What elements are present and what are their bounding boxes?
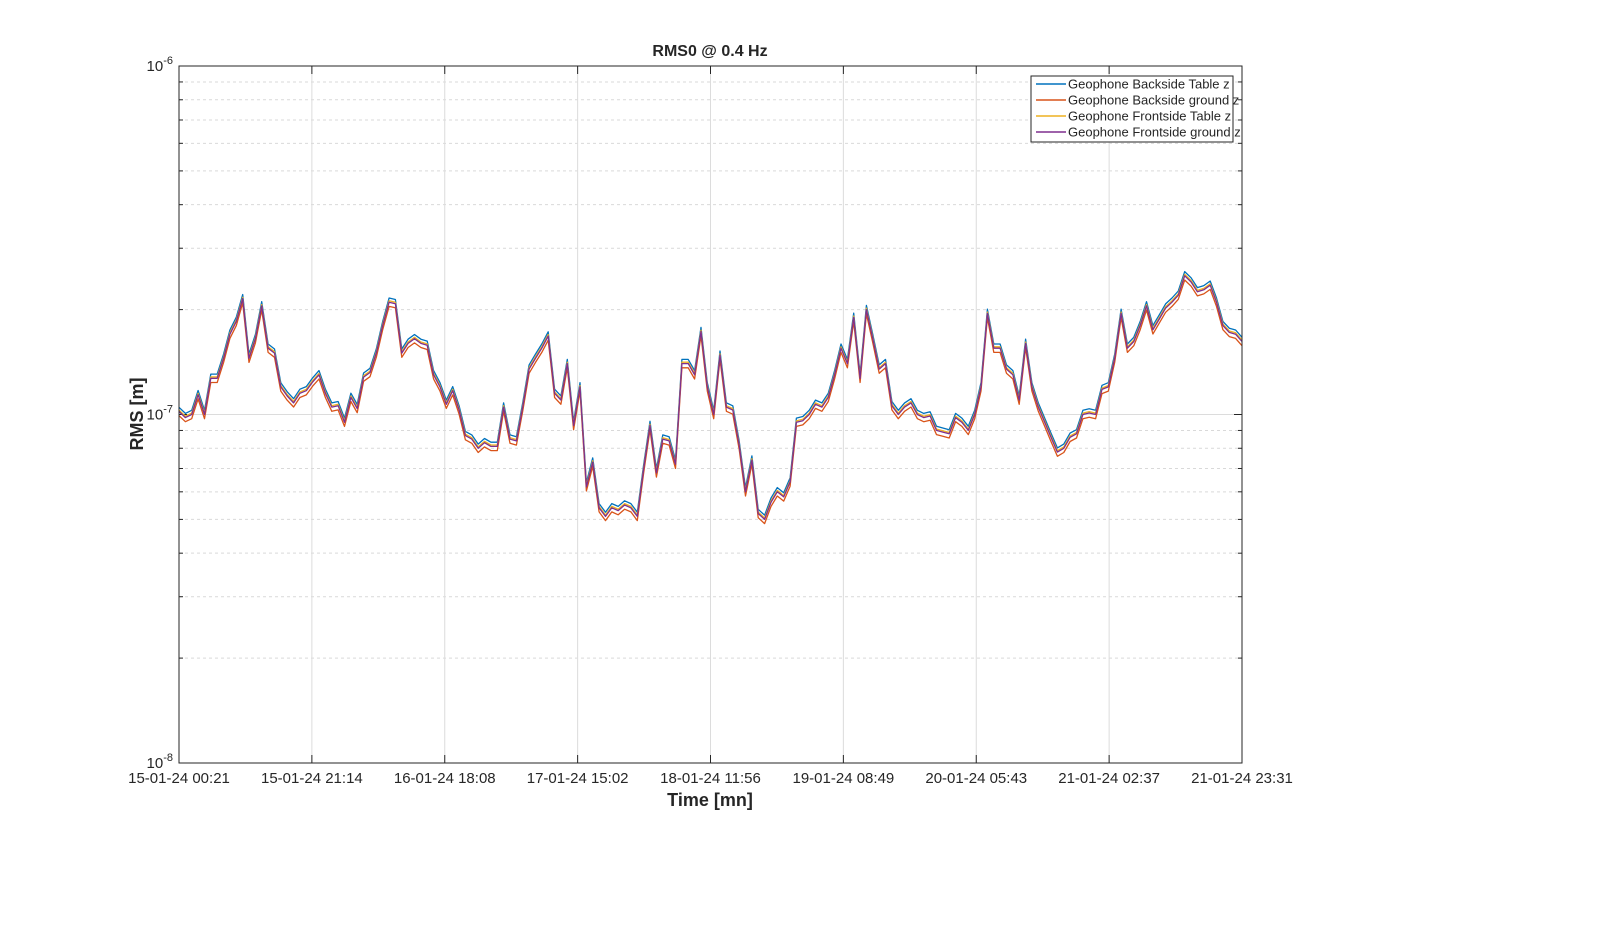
x-tick-label: 21-01-24 23:31 — [1191, 770, 1293, 787]
series-lines — [178, 270, 1243, 525]
y-tick-base: 10 — [147, 755, 164, 772]
y-tick-label: 10-8 — [147, 752, 173, 772]
x-tick-label: 20-01-24 05:43 — [925, 770, 1027, 787]
y-tick-exponent: -8 — [163, 752, 173, 764]
y-tick-base: 10 — [147, 58, 164, 75]
x-tick-label: 21-01-24 02:37 — [1058, 770, 1160, 787]
x-tick-label: 15-01-24 00:21 — [128, 770, 230, 787]
x-tick-label: 18-01-24 11:56 — [660, 770, 761, 787]
x-tick-label: 19-01-24 08:49 — [793, 770, 895, 787]
y-tick-exponent: -7 — [163, 404, 173, 416]
y-tick-labels: 10-810-710-6 — [147, 55, 173, 772]
series-line-2 — [178, 279, 1243, 525]
legend-label: Geophone Frontside Table z — [1068, 109, 1231, 124]
x-tick-label: 17-01-24 15:02 — [527, 770, 629, 787]
chart-title: RMS0 @ 0.4 Hz — [652, 43, 767, 60]
legend-box — [1030, 75, 1234, 143]
series-line-4 — [178, 275, 1243, 521]
x-axis-label: Time [mn] — [667, 790, 753, 810]
legend-label: Geophone Frontside ground z — [1068, 125, 1241, 140]
legend-label: Geophone Backside ground z — [1068, 93, 1239, 108]
x-tick-label: 15-01-24 21:14 — [261, 770, 363, 787]
plot-frame — [178, 65, 1243, 764]
y-tick-label: 10-7 — [147, 404, 173, 424]
y-tick-exponent: -6 — [163, 55, 173, 67]
y-axis-label: RMS [m] — [127, 378, 147, 451]
y-tick-base: 10 — [147, 407, 164, 424]
x-tick-label: 16-01-24 18:08 — [394, 770, 496, 787]
legend-label: Geophone Backside Table z — [1068, 77, 1230, 92]
y-tick-label: 10-6 — [147, 55, 173, 75]
x-tick-labels: 15-01-24 00:21 15-01-24 21:14 16-01-24 18:… — [128, 770, 1293, 787]
